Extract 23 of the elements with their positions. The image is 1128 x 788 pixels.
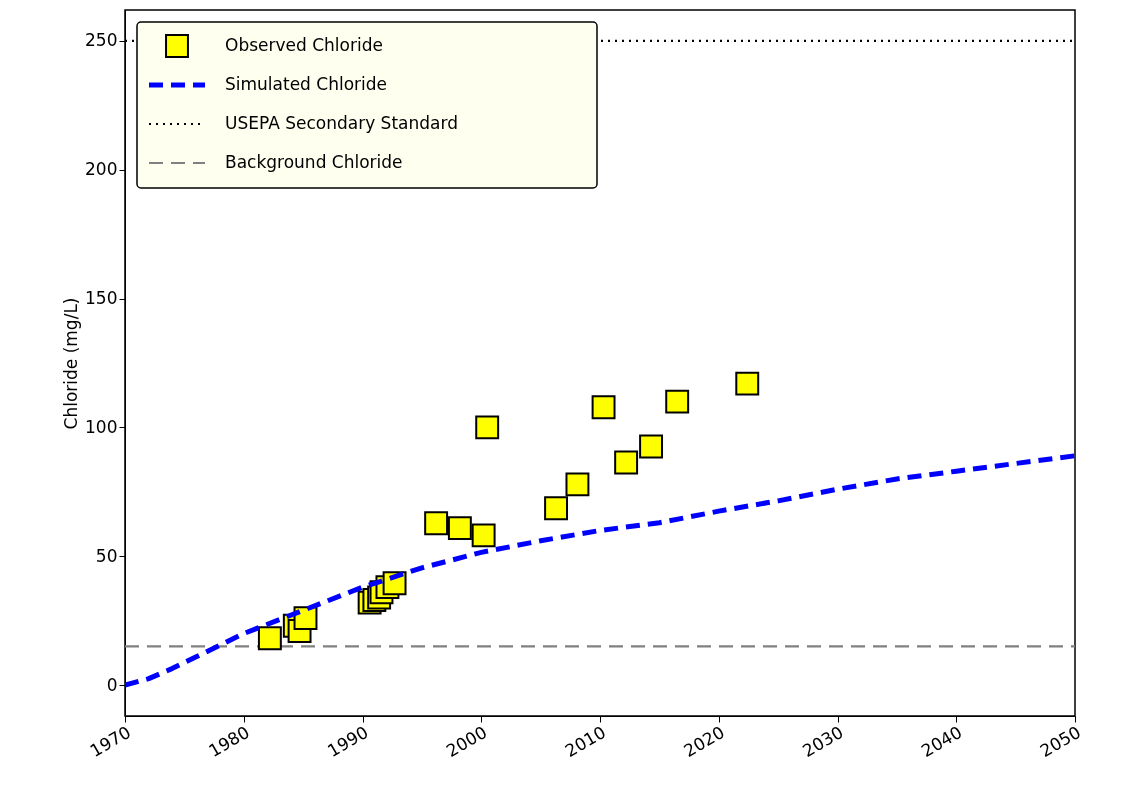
point [735,371,760,396]
y-tick-label: 250 [85,30,118,51]
point [257,626,282,651]
y-tick-label: 50 [95,545,118,566]
point [424,511,449,536]
legend-label: Simulated Chloride [225,74,388,94]
y-axis-title: Chloride (mg/L) [61,297,82,430]
point [544,496,569,521]
legend-label: USEPA Secondary Standard [225,113,458,133]
point [614,450,639,475]
legend-label: Observed Chloride [225,35,383,55]
point [665,389,690,414]
point [565,472,590,497]
y-tick-label: 100 [85,416,118,437]
y-tick-label: 0 [106,674,118,695]
point [471,523,496,548]
point [475,415,500,440]
point [447,516,472,541]
legend-label: Background Chloride [225,152,403,172]
point [591,395,616,420]
y-tick-label: 200 [85,159,118,180]
y-tick-label: 150 [85,288,118,309]
point [639,434,664,459]
